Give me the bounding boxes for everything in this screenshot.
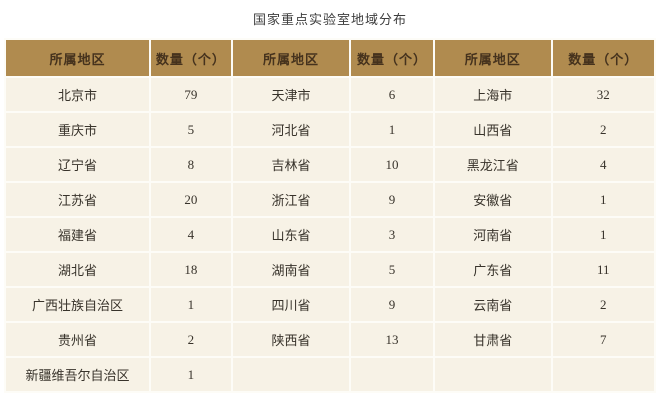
count-cell [550, 356, 657, 393]
count-cell: 2 [148, 321, 233, 358]
count-cell: 20 [148, 181, 233, 218]
count-cell: 2 [550, 111, 657, 148]
region-cell: 广西壮族自治区 [4, 286, 151, 323]
count-cell: 7 [550, 321, 657, 358]
region-cell: 安徽省 [432, 181, 553, 218]
count-cell: 8 [148, 146, 233, 183]
region-cell: 北京市 [4, 76, 151, 113]
table-row: 北京市 79 天津市 6 上海市 32 [4, 76, 657, 113]
region-cell: 河南省 [432, 216, 553, 253]
count-cell: 18 [148, 251, 233, 288]
count-cell: 13 [349, 321, 435, 358]
region-cell: 福建省 [4, 216, 151, 253]
region-cell: 辽宁省 [4, 146, 151, 183]
count-cell: 10 [349, 146, 435, 183]
table-row: 福建省 4 山东省 3 河南省 1 [4, 216, 657, 253]
header-count-3: 数量（个） [550, 38, 657, 78]
region-cell: 山东省 [230, 216, 352, 253]
count-cell: 79 [148, 76, 233, 113]
count-cell [349, 356, 435, 393]
count-cell: 6 [349, 76, 435, 113]
region-cell [432, 356, 553, 393]
count-cell: 5 [349, 251, 435, 288]
region-cell: 江苏省 [4, 181, 151, 218]
region-cell: 浙江省 [230, 181, 352, 218]
count-cell: 3 [349, 216, 435, 253]
count-cell: 1 [550, 181, 657, 218]
region-cell: 重庆市 [4, 111, 151, 148]
region-cell: 黑龙江省 [432, 146, 553, 183]
region-cell: 吉林省 [230, 146, 352, 183]
header-region-3: 所属地区 [432, 38, 553, 78]
region-cell: 天津市 [230, 76, 352, 113]
count-cell: 5 [148, 111, 233, 148]
region-cell: 湖北省 [4, 251, 151, 288]
count-cell: 2 [550, 286, 657, 323]
count-cell: 1 [148, 356, 233, 393]
region-cell: 湖南省 [230, 251, 352, 288]
page-title: 国家重点实验室地域分布 [252, 12, 407, 27]
count-cell: 32 [550, 76, 657, 113]
region-cell: 甘肃省 [432, 321, 553, 358]
region-cell: 上海市 [432, 76, 553, 113]
header-region-2: 所属地区 [230, 38, 352, 78]
count-cell: 11 [550, 251, 657, 288]
region-cell: 贵州省 [4, 321, 151, 358]
count-cell: 1 [148, 286, 233, 323]
region-cell: 山西省 [432, 111, 553, 148]
table-row: 新疆维吾尔自治区 1 [4, 356, 657, 393]
table-row: 贵州省 2 陕西省 13 甘肃省 7 [4, 321, 657, 358]
region-cell: 河北省 [230, 111, 352, 148]
region-cell: 四川省 [230, 286, 352, 323]
count-cell: 4 [550, 146, 657, 183]
table-row: 广西壮族自治区 1 四川省 9 云南省 2 [4, 286, 657, 323]
count-cell: 1 [349, 111, 435, 148]
table-body: 北京市 79 天津市 6 上海市 32 重庆市 5 河北省 1 山西省 2 辽宁省 8 吉林省 10 黑龙江省 4… [4, 76, 657, 393]
header-region-1: 所属地区 [4, 38, 151, 78]
count-cell: 4 [148, 216, 233, 253]
region-cell: 陕西省 [230, 321, 352, 358]
table-row: 重庆市 5 河北省 1 山西省 2 [4, 111, 657, 148]
region-cell: 新疆维吾尔自治区 [4, 356, 151, 393]
table-row: 湖北省 18 湖南省 5 广东省 11 [4, 251, 657, 288]
table-row: 辽宁省 8 吉林省 10 黑龙江省 4 [4, 146, 657, 183]
table-row: 江苏省 20 浙江省 9 安徽省 1 [4, 181, 657, 218]
count-cell: 1 [550, 216, 657, 253]
region-cell: 云南省 [432, 286, 553, 323]
region-cell [230, 356, 352, 393]
distribution-table: 所属地区 数量（个） 所属地区 数量（个） 所属地区 数量（个） 北京市 79 天津… [4, 38, 657, 393]
header-count-2: 数量（个） [349, 38, 435, 78]
header-count-1: 数量（个） [148, 38, 233, 78]
region-cell: 广东省 [432, 251, 553, 288]
count-cell: 9 [349, 181, 435, 218]
header-row: 所属地区 数量（个） 所属地区 数量（个） 所属地区 数量（个） [4, 38, 657, 78]
count-cell: 9 [349, 286, 435, 323]
